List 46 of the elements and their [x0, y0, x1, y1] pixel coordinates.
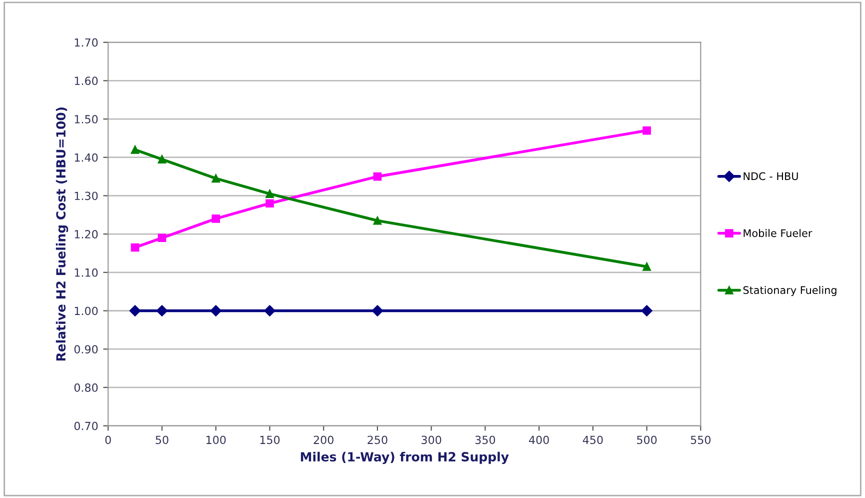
point — [158, 234, 166, 242]
point — [129, 305, 141, 316]
y-tick-label: 0.80 — [74, 383, 98, 392]
legend-label: NDC - HBU — [744, 172, 798, 180]
y-tick-label: 1.50 — [74, 114, 98, 124]
x-tick-label: 450 — [582, 436, 603, 444]
x-tick-label: 50 — [156, 436, 168, 444]
point — [266, 190, 274, 198]
point — [642, 126, 651, 135]
y-tick-label: 1.00 — [74, 306, 98, 316]
point — [210, 305, 222, 316]
point — [266, 199, 274, 208]
x-tick-label: 0 — [105, 436, 111, 444]
point — [264, 305, 276, 316]
x-tick-label: 100 — [206, 436, 226, 444]
y-axis-title: Relative H2 Fueling Cost (HBU=100) — [56, 107, 68, 361]
x-tick-label: 250 — [368, 436, 388, 444]
y-tick-label: 0.70 — [74, 422, 98, 430]
point — [373, 172, 382, 181]
x-tick-label: 550 — [690, 436, 711, 444]
point — [372, 305, 384, 316]
point — [373, 216, 382, 225]
x-tick-label: 150 — [260, 436, 280, 444]
x-tick-label: 500 — [637, 436, 657, 444]
point — [641, 305, 652, 316]
legend-label: Mobile Fueler — [744, 229, 812, 238]
y-tick-label: 0.90 — [74, 345, 98, 354]
point — [212, 174, 220, 183]
point — [156, 305, 168, 316]
x-tick-label: 200 — [314, 436, 334, 444]
point — [158, 155, 166, 164]
y-tick-label: 1.30 — [74, 192, 98, 200]
x-tick-label: 400 — [528, 436, 549, 444]
y-tick-label: 1.10 — [74, 268, 98, 277]
legend-label: Stationary Fueling — [743, 286, 836, 296]
point — [642, 262, 651, 271]
x-tick-label: 350 — [475, 436, 496, 444]
point — [130, 243, 140, 252]
y-tick-label: 1.20 — [74, 230, 98, 238]
y-tick-label: 1.70 — [74, 38, 98, 47]
x-tick-label: 300 — [422, 436, 442, 444]
y-tick-label: 1.60 — [74, 76, 98, 86]
point — [212, 214, 220, 223]
point — [130, 146, 140, 154]
x-axis-title: Miles (1-Way) from H2 Supply — [300, 452, 509, 464]
y-tick-label: 1.40 — [74, 153, 98, 162]
